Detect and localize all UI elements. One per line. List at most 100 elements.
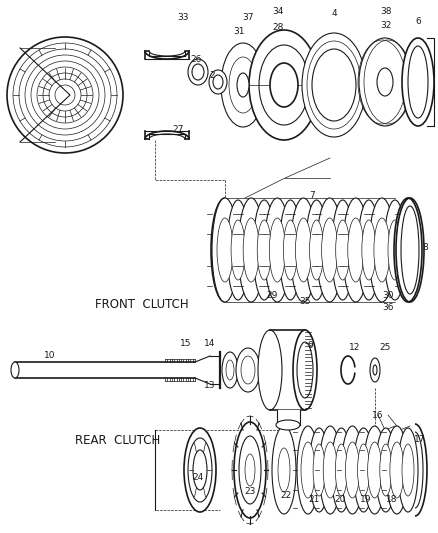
Ellipse shape [270, 63, 298, 107]
Ellipse shape [343, 198, 369, 302]
Text: 24: 24 [192, 473, 204, 482]
Ellipse shape [239, 436, 261, 504]
Ellipse shape [269, 218, 285, 282]
Ellipse shape [402, 444, 414, 496]
Ellipse shape [193, 450, 207, 490]
Ellipse shape [364, 426, 386, 514]
Ellipse shape [231, 220, 245, 280]
Text: 26: 26 [191, 55, 201, 64]
Ellipse shape [238, 198, 264, 302]
Ellipse shape [184, 428, 216, 512]
Ellipse shape [358, 200, 380, 300]
Text: 25: 25 [379, 343, 391, 352]
Ellipse shape [362, 220, 376, 280]
Ellipse shape [336, 444, 347, 496]
Text: 23: 23 [244, 488, 256, 497]
Text: 2: 2 [209, 70, 215, 79]
Text: 33: 33 [177, 13, 189, 22]
Text: FRONT  CLUTCH: FRONT CLUTCH [95, 298, 189, 311]
Text: 38: 38 [380, 7, 392, 17]
Ellipse shape [310, 220, 324, 280]
Ellipse shape [388, 220, 402, 280]
Ellipse shape [11, 362, 19, 378]
Ellipse shape [237, 73, 249, 97]
Text: REAR  CLUTCH: REAR CLUTCH [75, 433, 160, 447]
Ellipse shape [249, 30, 319, 140]
Ellipse shape [297, 342, 313, 398]
Text: 16: 16 [372, 410, 384, 419]
Ellipse shape [297, 426, 319, 514]
Ellipse shape [390, 442, 404, 498]
Text: 4: 4 [331, 10, 337, 19]
Ellipse shape [226, 360, 234, 380]
Ellipse shape [323, 442, 337, 498]
Ellipse shape [346, 442, 360, 498]
Text: 10: 10 [44, 351, 56, 359]
Ellipse shape [336, 220, 350, 280]
Ellipse shape [398, 428, 418, 512]
Ellipse shape [293, 330, 317, 410]
Ellipse shape [402, 38, 434, 126]
Ellipse shape [279, 200, 301, 300]
Text: 29: 29 [266, 290, 278, 300]
Text: 34: 34 [272, 7, 284, 17]
Text: 30: 30 [382, 290, 394, 300]
Ellipse shape [188, 438, 212, 502]
Ellipse shape [213, 75, 223, 89]
Ellipse shape [264, 198, 290, 302]
Ellipse shape [278, 448, 290, 492]
Ellipse shape [221, 43, 265, 127]
Ellipse shape [253, 200, 275, 300]
Text: 7: 7 [309, 190, 315, 199]
Ellipse shape [188, 59, 208, 85]
Ellipse shape [377, 68, 393, 96]
Ellipse shape [380, 444, 392, 496]
Ellipse shape [227, 200, 249, 300]
Text: 27: 27 [172, 125, 184, 134]
Ellipse shape [209, 70, 227, 94]
Text: 15: 15 [180, 340, 192, 349]
Text: 13: 13 [204, 382, 216, 391]
Text: 19: 19 [360, 496, 372, 505]
Text: 12: 12 [350, 343, 360, 352]
Ellipse shape [236, 348, 260, 392]
Ellipse shape [276, 420, 300, 430]
Ellipse shape [283, 220, 297, 280]
Ellipse shape [290, 198, 317, 302]
Text: 6: 6 [415, 18, 421, 27]
Ellipse shape [386, 426, 408, 514]
Ellipse shape [306, 200, 328, 300]
Ellipse shape [374, 218, 390, 282]
Text: 32: 32 [380, 21, 392, 30]
Text: 20: 20 [334, 496, 346, 505]
Ellipse shape [272, 426, 296, 514]
Ellipse shape [359, 38, 411, 126]
Text: 31: 31 [233, 28, 245, 36]
Text: 8: 8 [422, 244, 428, 253]
Ellipse shape [222, 352, 238, 388]
Ellipse shape [370, 358, 380, 382]
Ellipse shape [312, 49, 356, 121]
Ellipse shape [408, 46, 428, 118]
Ellipse shape [301, 442, 315, 498]
Ellipse shape [302, 33, 366, 137]
Ellipse shape [321, 218, 338, 282]
Text: 28: 28 [272, 23, 284, 33]
Ellipse shape [212, 198, 238, 302]
Ellipse shape [217, 218, 233, 282]
Ellipse shape [396, 198, 424, 302]
Ellipse shape [376, 428, 396, 512]
Ellipse shape [357, 444, 370, 496]
Ellipse shape [331, 428, 351, 512]
Ellipse shape [243, 218, 259, 282]
Ellipse shape [241, 356, 255, 384]
Ellipse shape [353, 428, 374, 512]
Text: 22: 22 [280, 491, 292, 500]
Ellipse shape [348, 218, 364, 282]
Text: 17: 17 [414, 435, 426, 445]
Text: 35: 35 [299, 297, 311, 306]
Ellipse shape [309, 428, 329, 512]
Ellipse shape [234, 422, 266, 518]
Ellipse shape [192, 64, 204, 80]
Text: 37: 37 [242, 13, 254, 22]
